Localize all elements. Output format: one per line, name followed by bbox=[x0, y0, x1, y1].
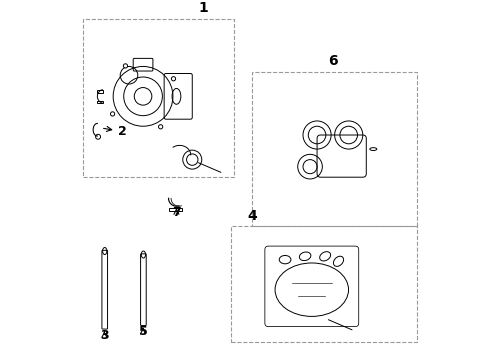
Ellipse shape bbox=[370, 148, 377, 150]
Bar bbox=[98, 100, 102, 103]
Text: 5: 5 bbox=[139, 325, 147, 338]
Bar bbox=[231, 226, 417, 342]
Bar bbox=[98, 90, 102, 93]
Circle shape bbox=[159, 125, 163, 129]
Bar bbox=[252, 72, 417, 226]
Circle shape bbox=[172, 77, 175, 81]
Text: 4: 4 bbox=[247, 209, 257, 223]
Bar bbox=[83, 19, 234, 177]
Text: 6: 6 bbox=[328, 54, 338, 68]
Text: 2: 2 bbox=[103, 125, 127, 138]
Text: 7: 7 bbox=[172, 206, 181, 219]
Bar bbox=[170, 208, 182, 211]
Circle shape bbox=[123, 64, 127, 68]
Text: 1: 1 bbox=[198, 1, 208, 15]
Text: 3: 3 bbox=[100, 329, 109, 342]
Circle shape bbox=[111, 112, 115, 116]
